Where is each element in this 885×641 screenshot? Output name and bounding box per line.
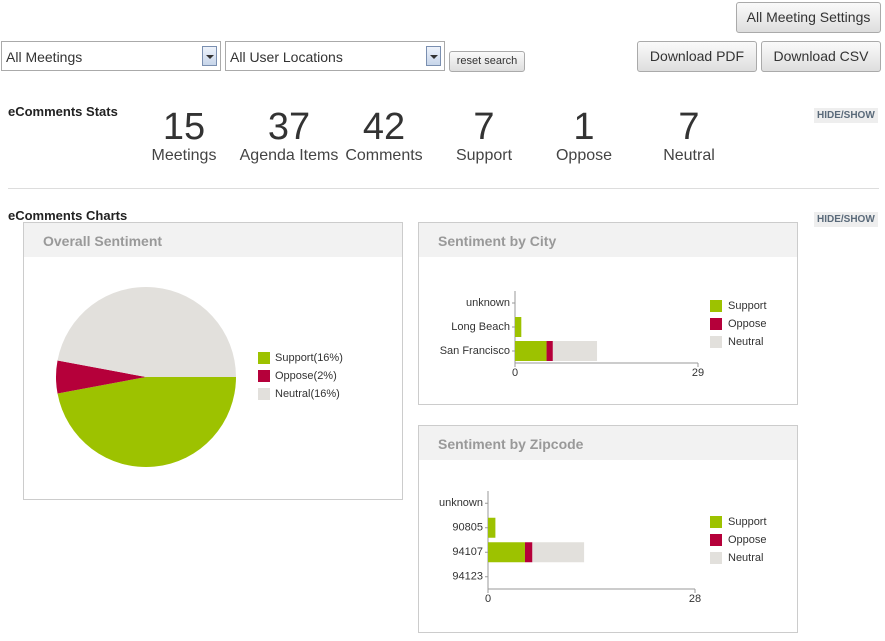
chart: Support(16%) Oppose(2%) Neutral(16%) [56, 287, 343, 468]
x-tick-label: 28 [689, 593, 701, 605]
x-tick-label: 29 [692, 367, 704, 379]
legend-swatch [710, 318, 722, 330]
legend-label: Support [728, 300, 767, 312]
stat-label: Meetings [151, 147, 217, 164]
stats-toggle[interactable]: HIDE/SHOW [814, 108, 878, 123]
chart-title: Overall Sentiment [43, 233, 163, 249]
divider [8, 188, 879, 189]
y-tick-label: 94123 [452, 571, 483, 583]
pie-slice [57, 377, 236, 468]
legend-label: Oppose [728, 534, 767, 546]
chart-panel: Overall Sentiment Support(16%) Oppose(2%)… [23, 222, 403, 500]
stats-title: eComments Stats [8, 104, 118, 119]
legend-swatch [710, 300, 722, 312]
dropdown-arrow [426, 46, 441, 66]
panel-header: Sentiment by Zipcode [419, 426, 797, 460]
y-tick-label: unknown [439, 497, 483, 509]
stat: 7 Support [429, 107, 539, 165]
stat: 7 Neutral [634, 107, 744, 165]
locations-select[interactable]: All User Locations [225, 41, 445, 71]
legend-swatch [710, 534, 722, 546]
legend-label: Neutral(16%) [275, 388, 340, 400]
stat-number: 42 [362, 106, 406, 148]
legend-label: Neutral [728, 552, 763, 564]
legend-label: Neutral [728, 336, 763, 348]
legend-label: Oppose(2%) [275, 370, 337, 382]
legend-label: Support [728, 516, 767, 528]
stat: 1 Oppose [529, 107, 639, 165]
charts-title: eComments Charts [8, 208, 128, 223]
stat-label: Agenda Items [239, 147, 339, 164]
stat: 37 Agenda Items [234, 107, 344, 165]
legend-swatch [258, 388, 270, 400]
pie-slice [56, 360, 146, 394]
chart: 0 29 unknown Long Beach San Francisco Support… [440, 291, 767, 379]
bar [532, 542, 585, 563]
y-tick-label: unknown [466, 297, 510, 309]
legend-label: Oppose [728, 318, 767, 330]
x-tick-label: 0 [485, 593, 491, 605]
reset-button[interactable]: reset search [449, 51, 525, 72]
bar [546, 341, 553, 361]
y-tick-label: San Francisco [440, 345, 510, 357]
legend-label: Support(16%) [275, 352, 343, 364]
legend-swatch [258, 352, 270, 364]
bar [552, 341, 598, 361]
settings-button[interactable]: All Meeting Settings [736, 2, 881, 33]
chart-title: Sentiment by Zipcode [438, 436, 584, 452]
pie-slice [57, 287, 236, 377]
select-text: All User Locations [230, 49, 343, 65]
stat-label: Comments [345, 147, 423, 164]
legend-swatch [258, 370, 270, 382]
charts-toggle[interactable]: HIDE/SHOW [814, 212, 878, 227]
select-text: All Meetings [6, 49, 83, 65]
stat-number: 7 [678, 106, 700, 148]
stat-label: Support [455, 147, 513, 164]
y-tick-label: 90805 [452, 522, 483, 534]
stat-label: Neutral [663, 147, 715, 164]
stat-number: 15 [162, 106, 206, 148]
stat-number: 1 [573, 106, 595, 148]
stat-label: Oppose [555, 147, 613, 164]
pdf-button[interactable]: Download PDF [637, 41, 757, 72]
chart-panel: Sentiment by Zipcode 0 28 unknown 90805 9410… [418, 425, 798, 633]
meetings-select[interactable]: All Meetings [1, 41, 221, 71]
chart: 0 28 unknown 90805 94107 94123 Support Oppose Ne… [439, 491, 767, 605]
bar [488, 542, 525, 563]
legend-swatch [710, 516, 722, 528]
stat-number: 7 [473, 106, 495, 148]
panel-header: Overall Sentiment [24, 223, 402, 257]
panel-header: Sentiment by City [419, 223, 797, 257]
bar [515, 341, 547, 361]
y-tick-label: Long Beach [451, 321, 510, 333]
dropdown-arrow [202, 46, 217, 66]
legend-swatch [710, 336, 722, 348]
chart-title: Sentiment by City [438, 233, 557, 249]
csv-button[interactable]: Download CSV [761, 41, 881, 72]
bar [524, 542, 533, 563]
x-tick-label: 0 [512, 367, 518, 379]
stat-number: 37 [267, 106, 311, 148]
chart-panel: Sentiment by City 0 29 unknown Long Beach Sa… [418, 222, 798, 405]
y-tick-label: 94107 [452, 546, 483, 558]
bar [488, 517, 496, 538]
bar [515, 317, 522, 337]
stat: 15 Meetings [129, 107, 239, 165]
stat: 42 Comments [329, 107, 439, 165]
legend-swatch [710, 552, 722, 564]
